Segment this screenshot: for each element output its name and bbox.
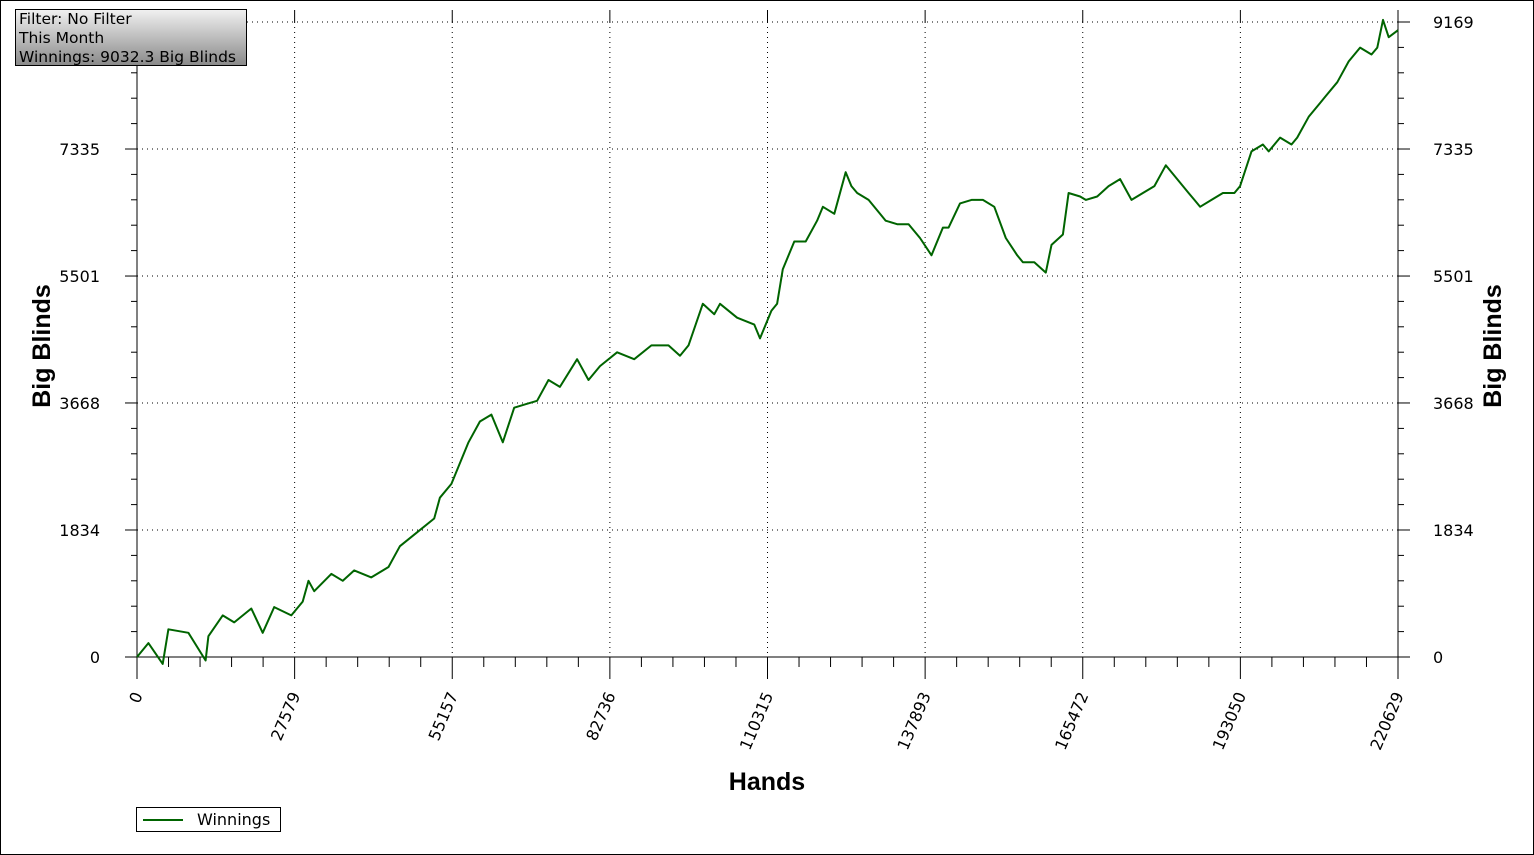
x-tick-label: 165472 — [1051, 689, 1092, 753]
winnings-text: Winnings: 9032.3 Big Blinds — [19, 48, 236, 66]
y-tick-label-right: 9169 — [1433, 13, 1474, 32]
x-tick-label: 220629 — [1366, 689, 1407, 753]
series-line-winnings — [136, 18, 1399, 665]
grid-lines — [137, 21, 1398, 657]
y-axis-title-left: Big Blinds — [28, 284, 56, 408]
x-tick-label: 193050 — [1209, 689, 1250, 753]
y-tick-label-right: 3668 — [1433, 394, 1474, 413]
filter-text: Filter: No Filter — [19, 10, 132, 28]
legend: Winnings — [136, 807, 281, 832]
legend-label-winnings: Winnings — [197, 810, 271, 829]
x-tick-label: 110315 — [736, 689, 777, 753]
y-axis-title-right: Big Blinds — [1479, 284, 1507, 408]
x-axis-title: Hands — [729, 768, 805, 796]
info-box: Filter: No Filter This Month Winnings: 9… — [15, 9, 247, 66]
period-text: This Month — [19, 29, 105, 47]
y-tick-label-left: 0 — [90, 648, 100, 667]
x-tick-label: 55157 — [425, 689, 462, 743]
y-tick-label-left: 3668 — [59, 394, 100, 413]
y-tick-label-left: 5501 — [59, 267, 100, 286]
y-tick-label-left: 7335 — [59, 140, 100, 159]
tick-labels: 0018341834366836685501550173357335916991… — [59, 13, 1473, 753]
y-tick-label-right: 5501 — [1433, 267, 1474, 286]
y-tick-label-right: 1834 — [1433, 521, 1474, 540]
y-tick-label-right: 0 — [1433, 648, 1443, 667]
x-tick-label: 137893 — [893, 689, 934, 753]
x-tick-label: 82736 — [582, 689, 619, 743]
legend-swatch-winnings — [143, 819, 183, 821]
axes — [125, 10, 1410, 679]
y-tick-label-right: 7335 — [1433, 140, 1474, 159]
y-tick-label-left: 1834 — [59, 521, 100, 540]
series-layer — [136, 18, 1399, 665]
x-tick-label: 27579 — [267, 689, 304, 743]
x-tick-label: 0 — [125, 689, 146, 706]
